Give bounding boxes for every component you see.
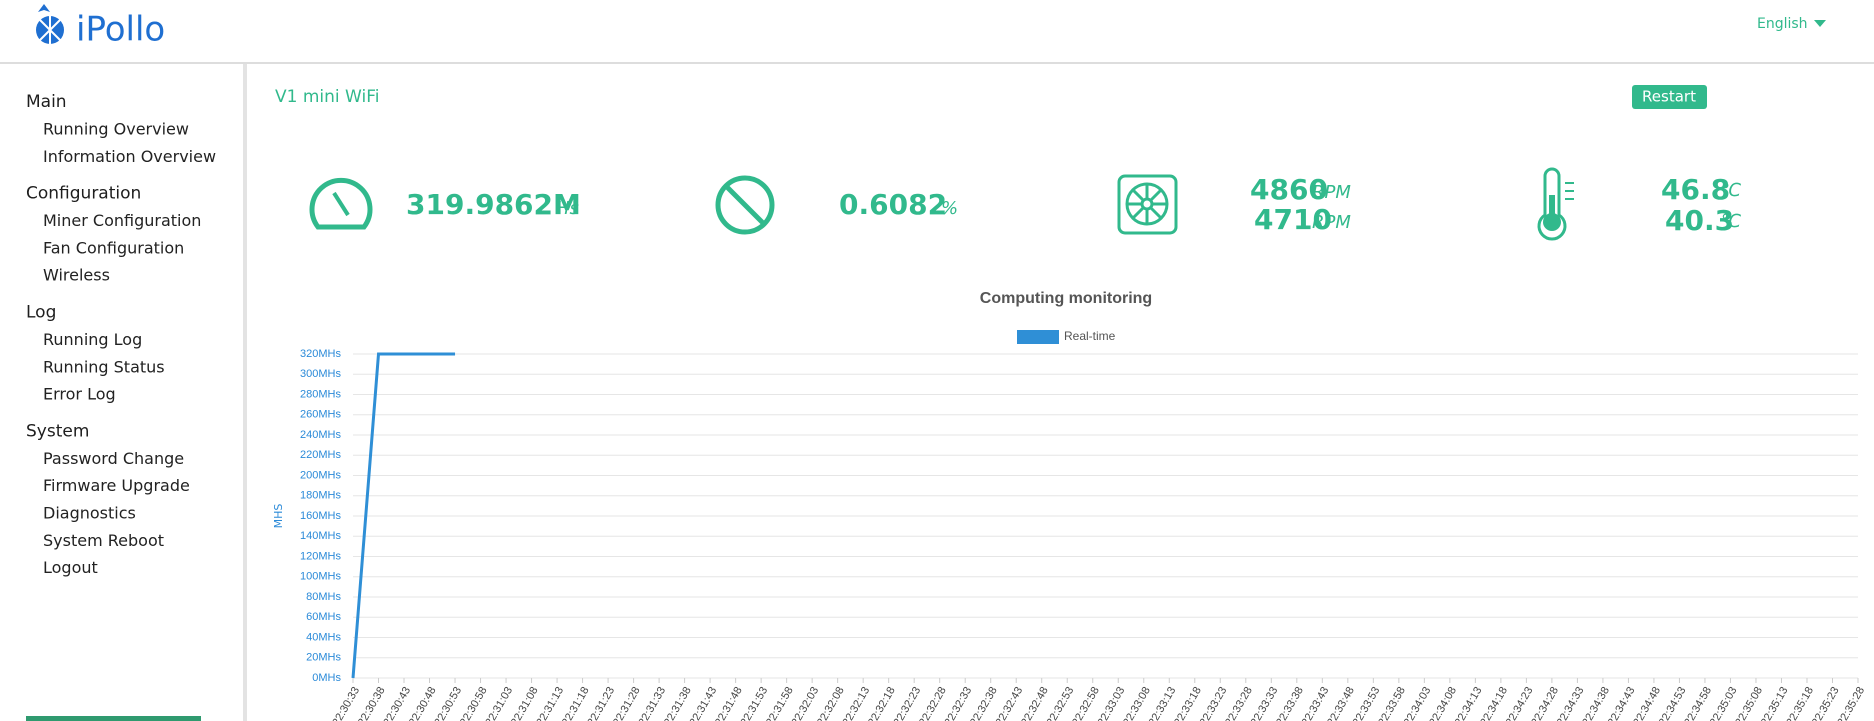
y-tick-label: 80MHs xyxy=(306,591,341,603)
series-line xyxy=(351,352,456,679)
hashrate-unit: Hs xyxy=(556,198,579,219)
x-tick-label: 22:30:33 xyxy=(330,685,362,721)
temp1-unit: ℃ xyxy=(1721,180,1741,201)
y-tick-label: 180MHs xyxy=(300,490,341,502)
sidebar-link[interactable]: System Reboot xyxy=(43,531,164,550)
fan1-value: 4860 xyxy=(1250,173,1328,206)
y-tick-label: 140MHs xyxy=(300,530,341,542)
gauge-icon xyxy=(309,177,373,230)
reject-value: 0.6082 xyxy=(839,188,947,221)
y-tick-label: 300MHs xyxy=(300,368,341,380)
sidebar-link[interactable]: Fan Configuration xyxy=(43,238,184,257)
logo-icon xyxy=(36,4,64,44)
sidebar-section: Main xyxy=(26,92,67,112)
y-tick-label: 160MHs xyxy=(300,510,341,522)
restart-button[interactable] xyxy=(1632,85,1707,109)
sidebar-link[interactable]: Error Log xyxy=(43,385,116,404)
y-tick-label: 40MHs xyxy=(306,631,341,643)
sidebar-link[interactable]: Running Log xyxy=(43,330,142,349)
y-tick-label: 280MHs xyxy=(300,388,341,400)
sidebar-link[interactable]: Miner Configuration xyxy=(43,211,201,230)
y-axis-label: MHS xyxy=(272,504,285,529)
sidebar-link[interactable]: Running Status xyxy=(43,357,165,376)
sidebar-section: System xyxy=(26,421,89,441)
restart-label[interactable]: Restart xyxy=(1642,88,1696,106)
fan2-value: 4710 xyxy=(1254,203,1332,236)
sidebar-link[interactable]: Logout xyxy=(43,558,98,577)
reject-unit: % xyxy=(941,198,958,219)
chart: Computing monitoring Real-time MHS 0MHs 20MH… xyxy=(272,290,1867,721)
y-tick-label: 120MHs xyxy=(300,550,341,562)
device-title: V1 mini WiFi xyxy=(275,87,379,107)
fan1-unit: RPM xyxy=(1312,182,1351,203)
y-tick-label: 260MHs xyxy=(300,409,341,421)
language-select[interactable]: English xyxy=(1757,16,1808,32)
legend-label: Real-time xyxy=(1064,329,1116,343)
dropdown-arrow xyxy=(1814,20,1826,27)
y-tick-label: 100MHs xyxy=(300,571,341,583)
sidebar-section: Configuration xyxy=(26,184,141,204)
y-tick-label: 220MHs xyxy=(300,449,341,461)
sidebar: Main Running Overview Information Overview… xyxy=(26,92,216,577)
y-tick-label: 200MHs xyxy=(300,469,341,481)
sidebar-link[interactable]: Running Overview xyxy=(43,120,189,139)
y-tick-label: 320MHs xyxy=(300,348,341,360)
sidebar-section: Log xyxy=(26,303,56,323)
header xyxy=(0,0,1874,63)
legend-swatch xyxy=(1017,330,1059,344)
temp2-value: 40.3 xyxy=(1665,204,1734,237)
reject-icon xyxy=(715,175,775,235)
sidebar-link[interactable]: Password Change xyxy=(43,449,184,468)
fan2-unit: RPM xyxy=(1312,212,1351,233)
sidebar-link[interactable]: Diagnostics xyxy=(43,504,136,523)
y-tick-label: 60MHs xyxy=(306,611,341,623)
y-tick-label: 0MHs xyxy=(312,672,341,684)
bottom-logo xyxy=(26,716,201,721)
temp1-value: 46.8 xyxy=(1661,173,1730,206)
sidebar-link[interactable]: Information Overview xyxy=(43,147,216,166)
fan-icon xyxy=(1117,174,1178,235)
y-tick-label: 240MHs xyxy=(300,429,341,441)
sidebar-link[interactable]: Wireless xyxy=(43,266,110,285)
y-tick-label: 20MHs xyxy=(306,652,341,664)
sidebar-link[interactable]: Firmware Upgrade xyxy=(43,476,190,495)
thermometer-icon xyxy=(1537,167,1574,241)
hashrate-value: 319.9862M xyxy=(406,188,581,221)
temp2-unit: ℃ xyxy=(1721,211,1741,232)
logo-text[interactable]: iPollo xyxy=(76,10,165,50)
chart-title: Computing monitoring xyxy=(980,290,1152,307)
